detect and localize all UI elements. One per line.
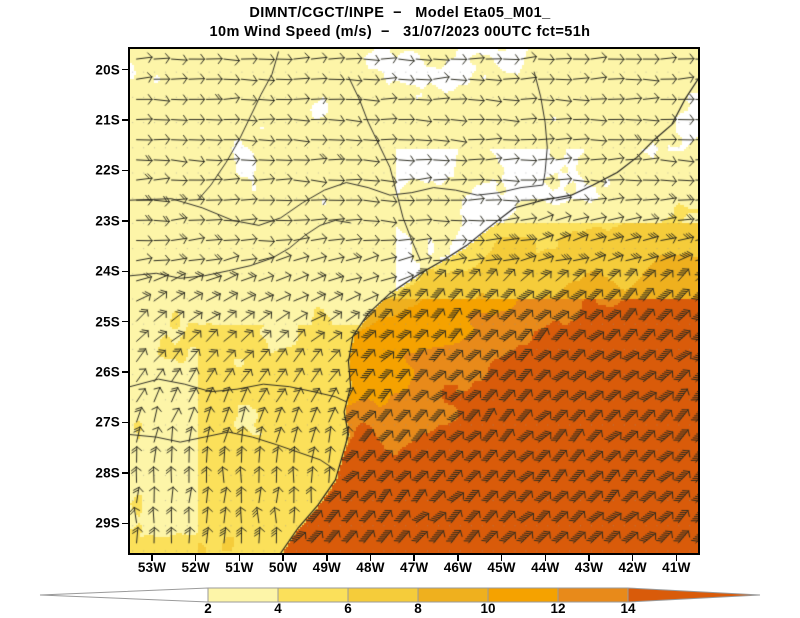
y-axis-tick	[122, 119, 128, 121]
x-axis-tick	[282, 555, 284, 561]
y-axis-label-20s: 20S	[95, 62, 120, 78]
y-axis-tick	[122, 270, 128, 273]
x-axis-tick	[675, 555, 678, 561]
y-axis-label-21s: 21S	[95, 112, 120, 128]
y-axis-tick	[122, 68, 128, 71]
y-axis-tick	[122, 169, 128, 172]
colorbar-tick-4: 4	[274, 601, 282, 616]
x-axis-tick	[326, 555, 328, 561]
y-axis-tick	[122, 220, 128, 222]
y-axis-tick	[122, 421, 128, 424]
colorbar-extend-high	[627, 587, 761, 603]
x-axis-label-48w: 48W	[356, 560, 385, 575]
figure-title: DIMNT/CGCT/INPE − Model Eta05_M01_ 10m W…	[0, 4, 800, 42]
colorbar: 2 4 6 8 10 12 14	[0, 583, 800, 618]
x-axis-label-53w: 53W	[137, 560, 167, 575]
wind-field-canvas	[130, 49, 698, 553]
x-axis-label-50w: 50W	[268, 560, 298, 575]
y-axis-labels: 20S 21S 22S 23S 24S 25S 26S 27S 28S 29S	[60, 47, 120, 555]
y-axis-tick	[122, 320, 128, 323]
y-axis-label-22s: 22S	[95, 162, 120, 178]
y-axis-label-25s: 25S	[95, 314, 120, 330]
x-axis-tick	[500, 555, 503, 561]
x-axis-ticks	[128, 555, 700, 561]
y-axis-label-27s: 27S	[95, 414, 120, 430]
x-axis-labels: 53W 52W 51W 50W 49W 48W 47W 46W 45W 44W 43W 42W 41W	[128, 560, 700, 580]
x-axis-tick	[457, 555, 459, 561]
colorbar-tick-10: 10	[480, 601, 496, 616]
x-axis-label-45w: 45W	[487, 560, 516, 575]
x-axis-tick	[238, 555, 241, 561]
x-axis-label-46w: 46W	[443, 560, 473, 575]
x-axis-label-44w: 44W	[531, 560, 560, 575]
y-axis-ticks	[122, 47, 128, 555]
y-axis-label-28s: 28S	[95, 465, 120, 481]
x-axis-tick	[194, 555, 197, 561]
colorbar-tick-14: 14	[620, 601, 636, 616]
map-plot-area	[128, 47, 700, 555]
colorbar-segment	[347, 587, 419, 603]
title-line-1: DIMNT/CGCT/INPE − Model Eta05_M01_	[249, 5, 551, 21]
colorbar-graphic	[39, 587, 761, 603]
title-line-2: 10m Wind Speed (m/s) − 31/07/2023 00UTC …	[209, 24, 591, 40]
colorbar-tick-8: 8	[414, 601, 422, 616]
y-axis-label-29s: 29S	[95, 515, 120, 531]
x-axis-label-47w: 47W	[399, 560, 429, 575]
y-axis-label-26s: 26S	[95, 364, 120, 380]
x-axis-label-52w: 52W	[181, 560, 210, 575]
colorbar-tick-6: 6	[344, 601, 352, 616]
x-axis-tick	[413, 555, 415, 561]
colorbar-segment	[557, 587, 629, 603]
x-axis-label-42w: 42W	[618, 560, 647, 575]
colorbar-extend-low	[39, 587, 209, 603]
colorbar-tick-2: 2	[204, 601, 212, 616]
y-axis-tick	[122, 472, 128, 474]
x-axis-tick	[588, 555, 590, 561]
x-axis-label-49w: 49W	[312, 560, 341, 575]
y-axis-label-23s: 23S	[95, 213, 120, 229]
x-axis-tick	[369, 555, 372, 561]
colorbar-segment	[207, 587, 279, 603]
colorbar-segment	[487, 587, 559, 603]
colorbar-tick-12: 12	[550, 601, 566, 616]
y-axis-label-24s: 24S	[95, 263, 120, 279]
x-axis-tick	[631, 555, 634, 561]
y-axis-tick	[122, 371, 128, 373]
x-axis-tick	[544, 555, 546, 561]
x-axis-tick	[151, 555, 153, 561]
x-axis-label-43w: 43W	[574, 560, 604, 575]
x-axis-label-41w: 41W	[662, 560, 691, 575]
colorbar-segment	[277, 587, 349, 603]
y-axis-tick	[122, 522, 128, 525]
x-axis-label-51w: 51W	[225, 560, 254, 575]
colorbar-segment	[417, 587, 489, 603]
